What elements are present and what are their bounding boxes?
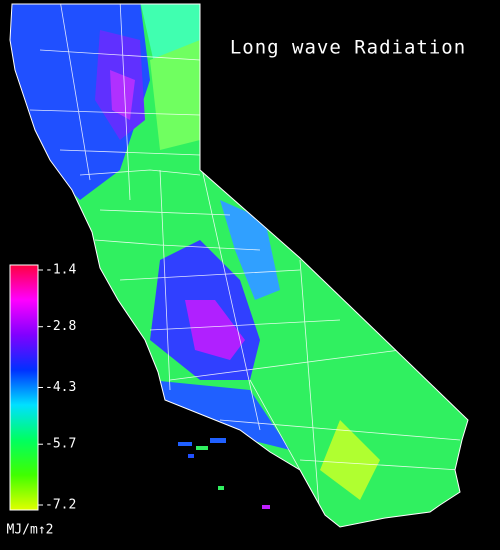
map-title: Long wave Radiation: [230, 37, 466, 59]
state-outline: [9, 3, 469, 528]
colorbar-unit: MJ/m↑2: [7, 523, 54, 538]
colorbar-tick-label: -7.2: [45, 498, 76, 513]
colorbar-tick-label: -4.3: [45, 380, 76, 395]
colorbar-tick-label: -5.7: [45, 437, 76, 452]
county-lines: [29, 4, 461, 521]
colorbar: [9, 264, 39, 511]
colorbar-tick-label: -2.8: [45, 319, 76, 334]
islands: [178, 438, 270, 509]
colorbar-tick-label: -1.4: [45, 263, 76, 278]
